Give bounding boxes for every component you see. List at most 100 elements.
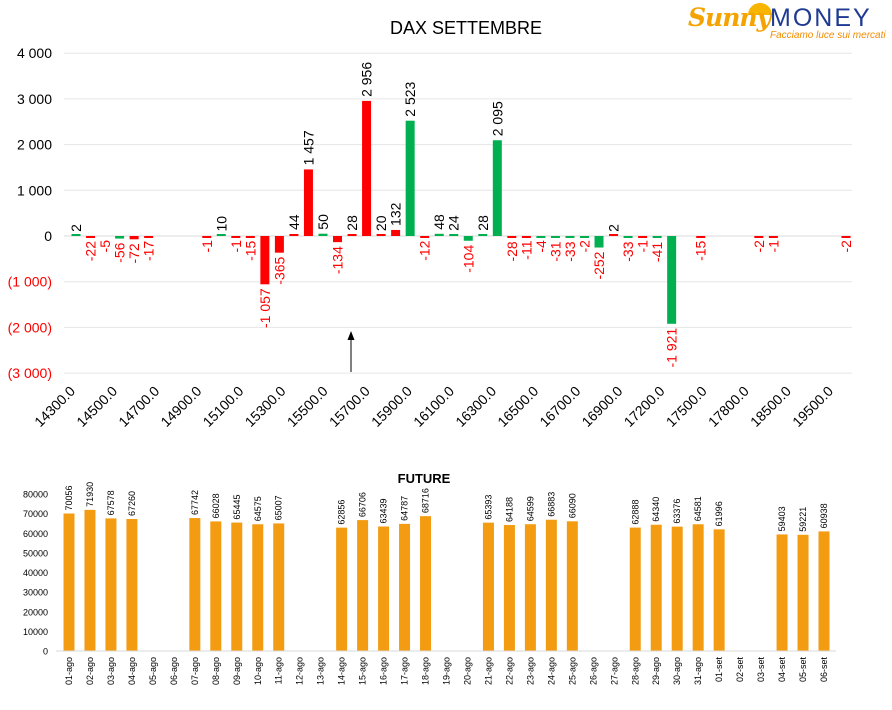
- bar: [667, 236, 677, 324]
- data-label: -33: [620, 241, 636, 261]
- bar: [536, 236, 546, 238]
- bar: [713, 529, 725, 651]
- x-tick-label: 16100.0: [410, 383, 457, 430]
- chart-title: FUTURE: [398, 471, 451, 486]
- x-tick-label: 27-ago: [609, 657, 619, 685]
- data-label: 65393: [483, 495, 493, 520]
- x-tick-label: 14700.0: [115, 383, 162, 430]
- data-label: -1 921: [664, 328, 680, 368]
- data-label: 63376: [672, 499, 682, 524]
- y-tick-label: 10000: [23, 627, 48, 637]
- bar: [362, 100, 372, 236]
- bar: [754, 236, 764, 238]
- x-axis-tick-labels: 14300.014500.014700.014900.015100.015300…: [31, 383, 836, 430]
- bar: [86, 236, 96, 238]
- x-tick-label: 22-ago: [504, 657, 514, 685]
- data-label: 64575: [253, 496, 263, 521]
- data-label: 64599: [525, 496, 535, 521]
- x-tick-label: 02-set: [735, 657, 745, 683]
- x-tick-label: 15900.0: [368, 383, 415, 430]
- x-tick-label: 02-ago: [85, 657, 95, 685]
- x-tick-label: 19-ago: [442, 657, 452, 685]
- bar: [565, 236, 575, 238]
- future-chart: FUTURE 80000 70000 60000 50000 40000 30000 200…: [23, 471, 836, 685]
- bar: [482, 522, 494, 651]
- bar: [503, 525, 515, 651]
- x-tick-label: 17800.0: [705, 383, 752, 430]
- data-label: 64188: [504, 497, 514, 522]
- data-label: 2 523: [402, 81, 418, 116]
- bar: [63, 513, 75, 651]
- y-tick-label: 2 000: [17, 137, 52, 153]
- x-tick-label: 14-ago: [337, 657, 347, 685]
- bar: [245, 236, 255, 238]
- x-tick-label: 14300.0: [31, 383, 78, 430]
- data-label: 66706: [358, 492, 368, 517]
- x-tick-label: 01-ago: [64, 657, 74, 685]
- x-tick-label: 31-ago: [693, 657, 703, 685]
- bar: [202, 236, 212, 238]
- bar: [347, 234, 357, 236]
- x-tick-label: 16-ago: [379, 657, 389, 685]
- y-axis-tick-labels: 80000 70000 60000 50000 40000 30000 20000 10000…: [23, 490, 48, 657]
- x-tick-label: 16500.0: [494, 383, 541, 430]
- x-tick-label: 28-ago: [630, 657, 640, 685]
- data-label: -252: [591, 251, 607, 279]
- x-tick-label: 05-set: [798, 657, 808, 683]
- bar: [609, 234, 619, 236]
- x-tick-label: 21-ago: [483, 657, 493, 685]
- x-tick-label: 17500.0: [663, 383, 710, 430]
- bar: [841, 236, 851, 238]
- x-tick-label: 15-ago: [358, 657, 368, 685]
- x-tick-label: 06-set: [819, 657, 829, 683]
- data-label: 20: [373, 215, 389, 231]
- bar: [376, 234, 386, 236]
- bar: [289, 233, 299, 236]
- bar: [252, 524, 264, 651]
- bar: [478, 234, 488, 236]
- data-label: 59403: [777, 506, 787, 531]
- bar: [768, 236, 778, 238]
- bar: [126, 519, 138, 651]
- x-tick-label: 18-ago: [421, 657, 431, 685]
- data-label: -31: [547, 241, 563, 261]
- arrow-marker: [347, 331, 355, 372]
- x-tick-label: 09-ago: [232, 657, 242, 685]
- data-label: 64340: [651, 497, 661, 522]
- x-tick-label: 20-ago: [462, 657, 472, 685]
- bar: [391, 229, 401, 236]
- data-label: 48: [431, 214, 447, 230]
- bar: [129, 236, 139, 240]
- x-tick-label: 18500.0: [747, 383, 794, 430]
- bar: [566, 521, 578, 651]
- bar: [492, 140, 502, 236]
- data-label: -1: [199, 240, 215, 253]
- bar: [696, 236, 706, 238]
- y-tick-label: 0: [43, 647, 48, 657]
- bar: [144, 236, 154, 238]
- bar: [638, 236, 648, 238]
- x-tick-label: 04-set: [777, 657, 787, 683]
- data-label: 67578: [106, 490, 116, 515]
- data-label: 24: [446, 215, 462, 231]
- y-tick-label: 1 000: [17, 182, 52, 198]
- y-tick-label: (3 000): [8, 365, 52, 381]
- logo-tagline: Facciamo luce sui mercati: [770, 30, 886, 41]
- data-label: 64787: [400, 496, 410, 521]
- y-tick-label: 50000: [23, 548, 48, 558]
- data-label: 67260: [127, 491, 137, 516]
- bar: [463, 236, 473, 241]
- data-label: -1: [765, 240, 781, 253]
- bar: [692, 524, 704, 651]
- bar: [524, 524, 536, 651]
- data-label: -12: [417, 240, 433, 260]
- bar: [420, 516, 432, 651]
- bar: [71, 234, 81, 236]
- y-tick-label: 70000: [23, 509, 48, 519]
- bar: [399, 523, 411, 651]
- data-label: -1: [635, 240, 651, 253]
- data-label: -33: [562, 241, 578, 261]
- sunny-money-logo: Sunny MONEY Facciamo luce sui mercati: [684, 3, 886, 41]
- y-tick-label: 60000: [23, 529, 48, 539]
- data-label: 2 956: [359, 62, 375, 97]
